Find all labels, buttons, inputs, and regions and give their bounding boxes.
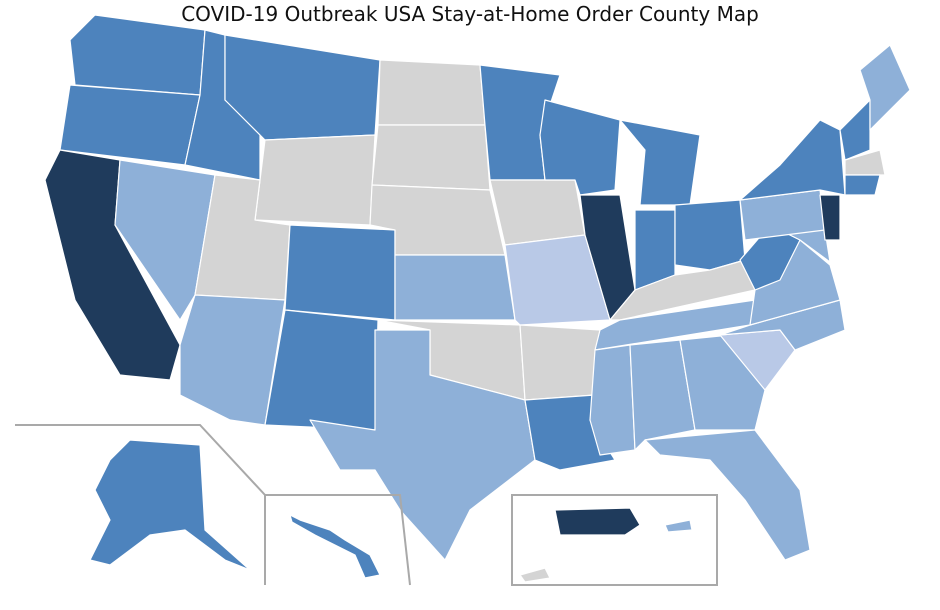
alabama: [629, 339, 696, 451]
massachusetts: [844, 149, 886, 176]
new-jersey: [819, 194, 841, 241]
alaska: [89, 439, 251, 571]
puerto-rico: [554, 507, 641, 536]
connecticut-rhode-island: [844, 174, 881, 196]
missouri: [504, 234, 611, 326]
maine: [859, 44, 911, 131]
map-title: COVID-19 Outbreak USA Stay-at-Home Order…: [181, 2, 759, 26]
south-dakota: [371, 124, 491, 191]
new-mexico: [264, 309, 379, 431]
new-york: [739, 119, 846, 201]
hawaii: [289, 514, 381, 579]
kansas: [394, 254, 516, 321]
ohio: [674, 199, 746, 271]
florida: [644, 429, 811, 561]
insets: [15, 424, 718, 586]
colorado: [284, 224, 396, 321]
texas: [309, 329, 536, 561]
states: [44, 14, 911, 561]
north-dakota: [377, 59, 486, 126]
wyoming: [254, 134, 376, 226]
wisconsin: [539, 99, 621, 196]
michigan: [619, 119, 701, 206]
nevada: [114, 159, 216, 321]
washington: [69, 14, 206, 96]
kentucky: [609, 259, 756, 321]
inset-border: [511, 494, 718, 586]
mississippi: [589, 344, 636, 456]
virgin-islands: [664, 519, 693, 533]
guam: [519, 567, 551, 583]
inset-border: [265, 494, 411, 586]
inset-border: [15, 424, 266, 585]
iowa: [489, 179, 586, 246]
arkansas: [519, 324, 601, 401]
vermont-new-hampshire: [839, 99, 871, 161]
